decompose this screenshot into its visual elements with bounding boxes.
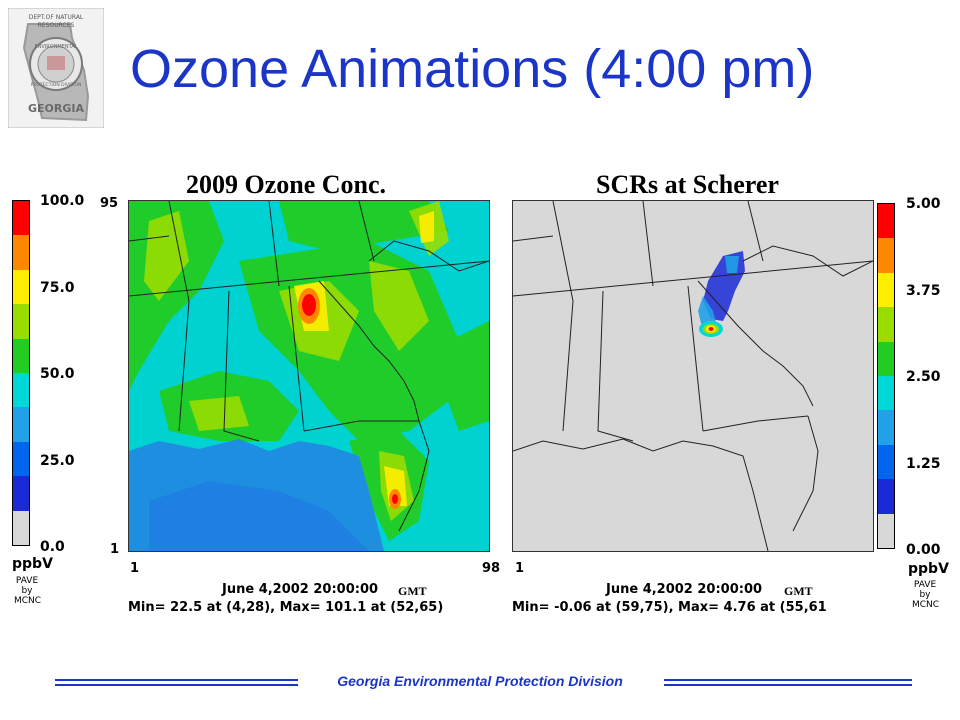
footer-rule-left — [55, 679, 298, 681]
left-unit-label: ppbV — [12, 556, 53, 572]
svg-text:PROTECTION DIVISION: PROTECTION DIVISION — [31, 82, 82, 88]
colorbar-swatch — [13, 304, 29, 339]
colorbar-swatch — [878, 375, 894, 411]
ozone-concentration-map — [128, 200, 490, 552]
footer-rule-right — [664, 684, 912, 686]
right-scale-tick: 2.50 — [906, 369, 941, 385]
svg-text:DEPT.OF NATURAL: DEPT.OF NATURAL — [29, 14, 84, 21]
colorbar-swatch — [878, 204, 894, 239]
colorbar-swatch — [878, 410, 894, 445]
right-gmt-label: GMT — [784, 584, 813, 598]
left-grid-x-left: 1 — [130, 561, 140, 576]
right-scale-tick: 5.00 — [906, 196, 941, 212]
colorbar-swatch — [13, 441, 29, 477]
colorbar-swatch — [878, 513, 894, 548]
left-timestamp: June 4,2002 20:00:00 — [222, 582, 379, 597]
colorbar-swatch — [13, 235, 29, 270]
left-scale-tick: 25.0 — [40, 453, 75, 469]
left-scale-tick: 100.0 — [40, 193, 85, 209]
colorbar-swatch — [878, 238, 894, 273]
left-gmt-label: GMT — [398, 584, 427, 598]
footer-organization: Georgia Environmental Protection Divisio… — [337, 673, 623, 689]
colorbar-swatch — [878, 272, 894, 308]
right-pave-logo: PAVE by MCNC — [912, 580, 940, 610]
colorbar-swatch — [13, 510, 29, 545]
right-scale-tick: 0.00 — [906, 542, 941, 558]
left-ozone-colorbar — [12, 200, 30, 546]
left-grid-x-right: 98 — [482, 561, 501, 576]
georgia-epd-logo: DEPT.OF NATURAL RESOURCES ENVIRONMENTAL … — [8, 8, 104, 128]
svg-text:ENVIRONMENTAL: ENVIRONMENTAL — [34, 44, 77, 50]
colorbar-swatch — [878, 444, 894, 480]
left-grid-top-label: 95 — [100, 196, 119, 211]
right-scale-tick: 1.25 — [906, 456, 941, 472]
footer-rule-right — [664, 679, 912, 681]
left-pave-logo: PAVE by MCNC — [14, 576, 42, 606]
left-grid-bottom-label: 1 — [110, 542, 120, 557]
right-timestamp: June 4,2002 20:00:00 — [606, 582, 763, 597]
footer-rule-left — [55, 684, 298, 686]
left-map-title: 2009 Ozone Conc. — [186, 170, 387, 199]
right-scr-colorbar — [877, 203, 895, 549]
colorbar-swatch — [13, 338, 29, 373]
colorbar-swatch — [13, 407, 29, 442]
colorbar-swatch — [878, 479, 894, 514]
svg-text:RESOURCES: RESOURCES — [38, 22, 75, 29]
colorbar-swatch — [13, 476, 29, 511]
svg-text:GEORGIA: GEORGIA — [28, 102, 84, 115]
right-scale-tick: 3.75 — [906, 283, 941, 299]
colorbar-swatch — [878, 307, 894, 342]
scr-scherer-map — [512, 200, 874, 552]
left-stats: Min= 22.5 at (4,28), Max= 101.1 at (52,6… — [128, 600, 444, 615]
colorbar-swatch — [13, 201, 29, 236]
left-scale-tick: 50.0 — [40, 366, 75, 382]
colorbar-swatch — [878, 341, 894, 376]
right-stats: Min= -0.06 at (59,75), Max= 4.76 at (55,… — [512, 600, 827, 615]
right-map-title: SCRs at Scherer — [596, 170, 779, 199]
left-scale-tick: 75.0 — [40, 280, 75, 296]
right-grid-x-left: 1 — [515, 561, 525, 576]
left-scale-tick: 0.0 — [40, 539, 65, 555]
slide-title: Ozone Animations (4:00 pm) — [130, 39, 815, 99]
colorbar-swatch — [13, 372, 29, 408]
right-unit-label: ppbV — [908, 561, 949, 577]
colorbar-swatch — [13, 269, 29, 305]
